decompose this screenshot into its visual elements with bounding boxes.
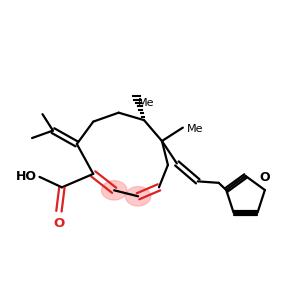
Text: HO: HO [16,170,37,183]
Text: Me: Me [138,98,154,108]
Ellipse shape [125,187,151,206]
Ellipse shape [101,181,127,200]
Text: O: O [53,217,64,230]
Text: Me: Me [186,124,203,134]
Text: O: O [260,171,270,184]
